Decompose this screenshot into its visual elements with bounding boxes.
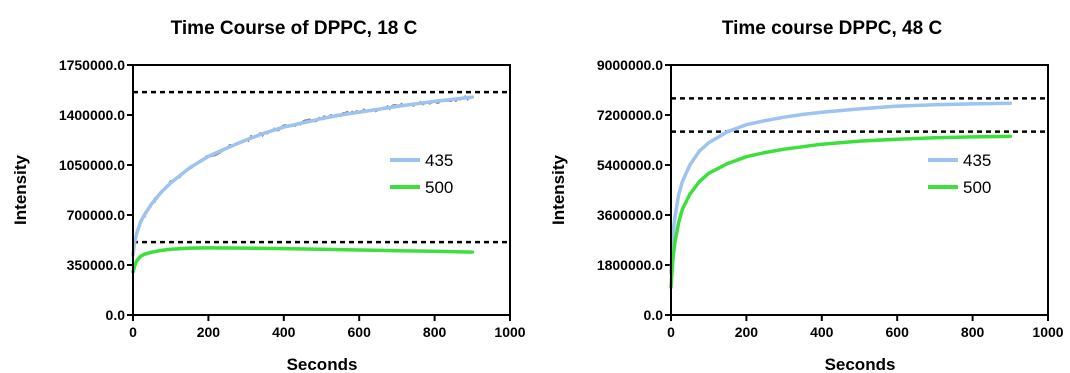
axis-frame	[670, 64, 1049, 316]
series-line-435	[669, 101, 1013, 276]
x-tick-label: 600	[348, 324, 372, 340]
series-435-noise-trace	[132, 94, 471, 256]
series-line-500	[131, 246, 475, 274]
series-line-435	[131, 95, 475, 257]
y-tick-label: 0.0	[644, 307, 664, 323]
legend-label-500: 500	[425, 178, 453, 197]
chart-panel-48c: Time course DPPC, 48 C Intensity Seconds…	[549, 18, 1064, 373]
y-tick-label: 9000000.0	[597, 57, 663, 73]
y-tick-label: 1750000.0	[59, 57, 125, 73]
chart-title: Time Course of DPPC, 18 C	[171, 18, 418, 39]
x-axis-label: Seconds	[287, 355, 358, 373]
y-axis-label: Intensity	[549, 155, 568, 225]
legend-label-435: 435	[963, 151, 991, 170]
y-tick-label: 5400000.0	[597, 157, 663, 173]
x-tick-label: 1000	[1032, 324, 1063, 340]
y-tick-label: 350000.0	[67, 257, 126, 273]
legend-label-500: 500	[963, 178, 991, 197]
chart-panel-18c: Time Course of DPPC, 18 C Intensity Seco…	[11, 18, 526, 373]
x-tick-label: 400	[810, 324, 834, 340]
plot-frame	[670, 64, 1049, 316]
y-tick-label: 1800000.0	[597, 257, 663, 273]
x-tick-label: 200	[735, 324, 759, 340]
y-tick-label: 3600000.0	[597, 207, 663, 223]
y-tick-label: 1400000.0	[59, 107, 125, 123]
y-tick-label: 0.0	[106, 307, 126, 323]
x-tick-label: 800	[423, 324, 447, 340]
x-tick-label: 1000	[494, 324, 525, 340]
axis-ticks: 0.0 1800000.0 3600000.0 5400000.0 7200000.0 9…	[597, 57, 1064, 340]
x-axis-label: Seconds	[825, 355, 896, 373]
plot-frame	[132, 64, 511, 316]
y-tick-label: 700000.0	[67, 207, 126, 223]
axis-frame	[132, 64, 511, 316]
x-tick-label: 0	[667, 324, 675, 340]
x-tick-label: 0	[129, 324, 137, 340]
x-tick-label: 400	[272, 324, 296, 340]
y-tick-label: 1050000.0	[59, 157, 125, 173]
y-axis-label: Intensity	[11, 155, 30, 225]
y-tick-label: 7200000.0	[597, 107, 663, 123]
series-line-500	[669, 134, 1013, 289]
x-tick-label: 600	[886, 324, 910, 340]
plot-area	[669, 101, 1013, 289]
legend-label-435: 435	[425, 151, 453, 170]
chart-title: Time course DPPC, 48 C	[722, 18, 943, 39]
plot-area	[131, 94, 475, 274]
x-tick-label: 800	[961, 324, 985, 340]
x-tick-label: 200	[197, 324, 221, 340]
